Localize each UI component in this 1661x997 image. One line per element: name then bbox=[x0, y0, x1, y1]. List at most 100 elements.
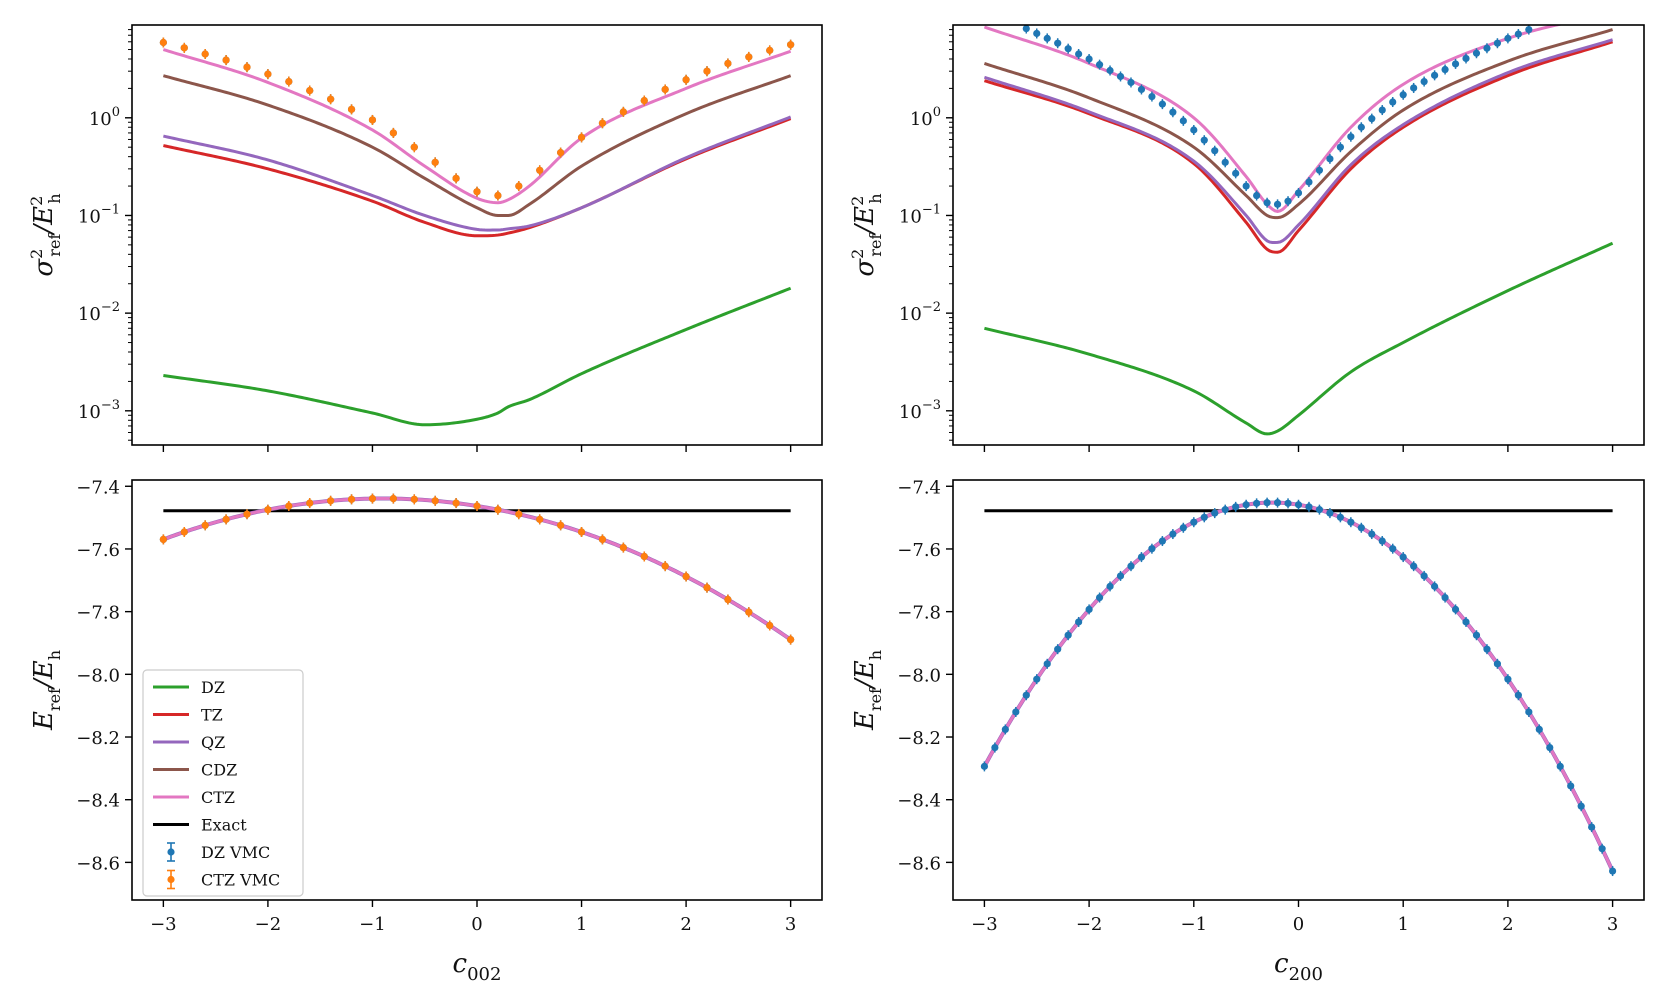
data-point-dz-vmc bbox=[1389, 98, 1397, 106]
data-point-ctz-vmc bbox=[661, 85, 669, 94]
x-tick-label: −1 bbox=[359, 914, 386, 935]
legend-item: Exact bbox=[153, 816, 247, 835]
data-point-ctz-vmc bbox=[159, 38, 167, 47]
data-point-ctz-vmc bbox=[703, 67, 711, 75]
data-point-dz-vmc bbox=[1305, 503, 1313, 511]
y-tick-label: −8.2 bbox=[76, 728, 120, 749]
x-tick-label: −2 bbox=[1076, 914, 1103, 935]
data-point-dz-vmc bbox=[1588, 823, 1596, 831]
data-point-dz-vmc bbox=[1012, 708, 1020, 716]
series-line-qz bbox=[982, 500, 1615, 872]
data-point-ctz-vmc bbox=[494, 191, 502, 200]
data-point-ctz-vmc bbox=[243, 63, 251, 71]
data-point-dz-vmc bbox=[1357, 524, 1365, 532]
data-point-ctz-vmc bbox=[598, 119, 607, 127]
legend-marker bbox=[167, 875, 175, 884]
data-point-dz-vmc bbox=[1347, 518, 1355, 526]
data-point-dz-vmc bbox=[1085, 55, 1093, 63]
data-point-dz-vmc bbox=[1075, 50, 1083, 58]
data-point-ctz-vmc bbox=[285, 502, 293, 510]
data-point-dz-vmc bbox=[1483, 44, 1491, 52]
x-tick-label: 0 bbox=[1293, 914, 1304, 935]
y-tick-label: −8.4 bbox=[76, 791, 120, 812]
x-tick-label: 2 bbox=[680, 914, 691, 935]
data-point-dz-vmc bbox=[1190, 126, 1198, 134]
data-point-ctz-vmc bbox=[598, 535, 607, 544]
data-point-dz-vmc bbox=[1169, 530, 1177, 538]
data-point-ctz-vmc bbox=[724, 595, 732, 604]
data-point-ctz-vmc bbox=[640, 96, 648, 105]
y-tick-label: −8.6 bbox=[897, 853, 941, 874]
y-tick-label: −8.4 bbox=[897, 791, 941, 812]
data-point-dz-vmc bbox=[1075, 618, 1083, 626]
data-point-ctz-vmc bbox=[306, 499, 314, 507]
data-point-dz-vmc bbox=[1200, 136, 1208, 144]
data-point-ctz-vmc bbox=[557, 521, 565, 529]
data-point-ctz-vmc bbox=[577, 528, 586, 536]
legend-item: CDZ bbox=[153, 761, 237, 780]
series-line-cdz bbox=[162, 74, 792, 217]
data-point-dz-vmc bbox=[1546, 743, 1554, 752]
x-axis-label: c002 bbox=[453, 949, 502, 985]
plot-area bbox=[159, 493, 795, 645]
panel-bottom-left: −3 −2 −1 0 1 2 3 −7.4 −7.6 −7.8 −8.0 −8.2 −8.4 −8.6 Er… bbox=[29, 477, 823, 985]
data-point-dz-vmc bbox=[1116, 72, 1125, 81]
legend-label: TZ bbox=[201, 706, 223, 725]
data-point-dz-vmc bbox=[1598, 845, 1606, 853]
data-point-dz-vmc bbox=[1211, 147, 1219, 155]
data-point-dz-vmc bbox=[1420, 572, 1428, 580]
data-point-dz-vmc bbox=[1504, 675, 1512, 683]
data-point-dz-vmc bbox=[1179, 117, 1187, 125]
legend-item: CTZ bbox=[153, 788, 235, 807]
legend-label: QZ bbox=[201, 733, 225, 752]
legend-item: DZ VMC bbox=[167, 842, 270, 862]
legend-label: Exact bbox=[201, 816, 247, 835]
data-point-dz-vmc bbox=[991, 743, 999, 752]
x-tick-label: 1 bbox=[1397, 914, 1408, 935]
legend-box bbox=[142, 669, 304, 897]
data-point-dz-vmc bbox=[1294, 501, 1303, 509]
legend-item: QZ bbox=[153, 733, 225, 752]
series-line-tz bbox=[163, 117, 792, 238]
data-point-dz-vmc bbox=[1148, 92, 1156, 101]
data-point-dz-vmc bbox=[1525, 25, 1533, 34]
data-point-dz-vmc bbox=[1472, 631, 1481, 639]
y-axis-label: Eref/Eh bbox=[29, 650, 64, 731]
data-point-dz-vmc bbox=[1106, 66, 1114, 75]
data-point-ctz-vmc bbox=[389, 494, 397, 503]
data-point-dz-vmc bbox=[1315, 166, 1324, 174]
data-point-dz-vmc bbox=[1221, 506, 1229, 514]
y-axis-label: Eref/Eh bbox=[850, 650, 885, 731]
data-point-ctz-vmc bbox=[222, 56, 230, 64]
y-tick-label: 10−3 bbox=[899, 398, 941, 423]
data-point-dz-vmc bbox=[1095, 593, 1104, 602]
data-point-dz-vmc bbox=[1420, 77, 1428, 86]
data-point-ctz-vmc bbox=[368, 116, 377, 124]
data-point-dz-vmc bbox=[1294, 189, 1303, 197]
series-line-ctz bbox=[983, 25, 1564, 213]
data-point-dz-vmc bbox=[1483, 645, 1491, 653]
data-point-ctz-vmc bbox=[515, 510, 523, 518]
data-point-dz-vmc bbox=[1431, 582, 1439, 590]
data-point-dz-vmc bbox=[1504, 34, 1512, 42]
data-point-ctz-vmc bbox=[787, 636, 795, 644]
data-point-dz-vmc bbox=[1284, 197, 1292, 205]
legend-item: TZ bbox=[153, 706, 223, 725]
data-point-dz-vmc bbox=[1556, 762, 1564, 770]
data-point-dz-vmc bbox=[1158, 100, 1166, 108]
data-point-dz-vmc bbox=[1054, 645, 1062, 653]
x-tick-label: −3 bbox=[150, 914, 177, 935]
data-point-dz-vmc bbox=[1116, 572, 1125, 580]
x-axis-label: c200 bbox=[1274, 949, 1323, 985]
plot-area bbox=[983, 25, 1614, 436]
data-point-ctz-vmc bbox=[452, 499, 460, 507]
data-point-ctz-vmc bbox=[473, 188, 481, 196]
data-point-dz-vmc bbox=[1357, 123, 1365, 131]
y-tick-label: 100 bbox=[89, 105, 120, 130]
data-point-dz-vmc bbox=[1085, 605, 1093, 614]
data-point-dz-vmc bbox=[1535, 725, 1543, 734]
data-point-dz-vmc bbox=[1441, 593, 1449, 602]
data-point-dz-vmc bbox=[1242, 501, 1250, 509]
data-point-ctz-vmc bbox=[619, 543, 627, 552]
y-tick-label: 10−1 bbox=[78, 202, 120, 227]
